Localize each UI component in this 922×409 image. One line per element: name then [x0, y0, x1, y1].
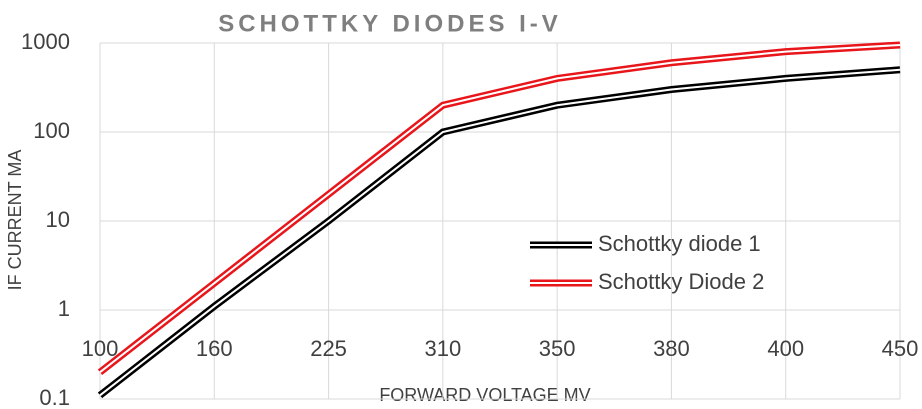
- x-axis-title: FORWARD VOLTAGE MV: [379, 385, 590, 405]
- x-tick-label: 100: [82, 336, 119, 361]
- x-tick-label: 380: [653, 336, 690, 361]
- x-tick-label: 310: [424, 336, 461, 361]
- x-tick-label: 225: [310, 336, 347, 361]
- y-tick-label: 10: [46, 207, 70, 232]
- x-tick-label: 160: [196, 336, 233, 361]
- series-line: [97, 41, 901, 375]
- y-tick-label: 1: [58, 296, 70, 321]
- series-line-inner: [99, 43, 901, 373]
- y-tick-label: 100: [33, 118, 70, 143]
- x-tick-label: 400: [767, 336, 804, 361]
- legend-label: Schottky Diode 2: [598, 269, 764, 294]
- y-tick-label: 0.1: [39, 385, 70, 409]
- x-tick-label: 350: [539, 336, 576, 361]
- series-line-inner: [99, 68, 901, 397]
- y-axis-title: IF CURRENT MA: [5, 150, 25, 291]
- legend-label: Schottky diode 1: [598, 231, 761, 256]
- x-tick-label: 450: [882, 336, 919, 361]
- chart-title: SCHOTTKY DIODES I-V: [218, 10, 562, 37]
- y-tick-label: 1000: [21, 29, 70, 54]
